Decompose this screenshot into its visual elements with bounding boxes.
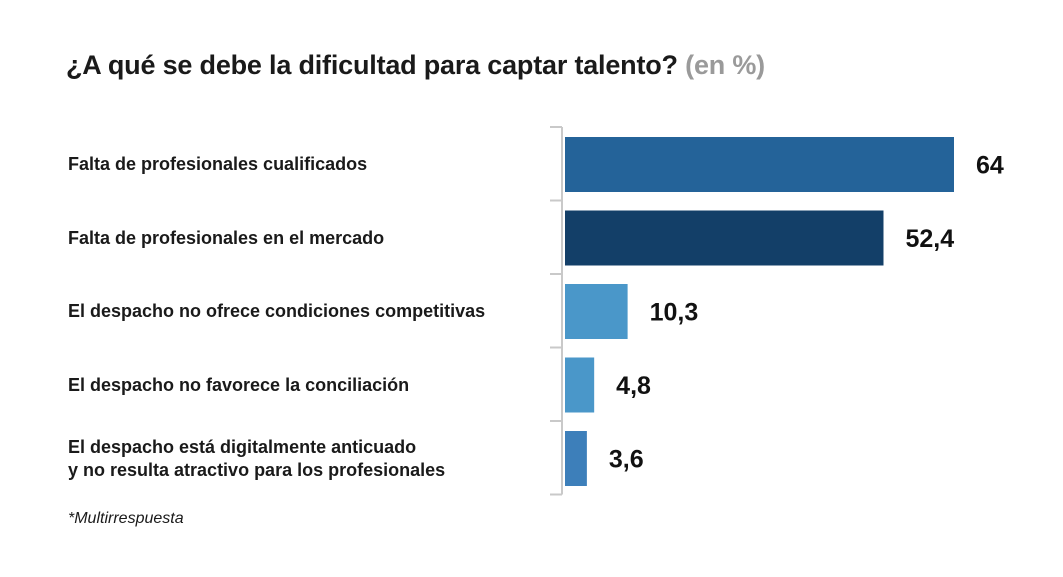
category-label-line: El despacho no favorece la conciliación: [68, 374, 410, 395]
category-label-line: Falta de profesionales cualificados: [68, 154, 368, 174]
category-label: El despacho no ofrece condiciones compet…: [68, 300, 485, 323]
data-label: 64: [976, 152, 1004, 180]
category-label-line: Falta de profesionales en el mercado: [68, 227, 385, 248]
category-label-line: El despacho está digitalmente anticuado: [68, 436, 417, 457]
bar: [565, 210, 884, 266]
chart-title: ¿A qué se debe la dificultad para captar…: [66, 50, 765, 81]
data-label: 52,4: [905, 225, 954, 253]
title-main: ¿A qué se debe la dificultad para captar…: [66, 50, 678, 80]
data-label: 3,6: [609, 446, 644, 474]
category-label: Falta de profesionales en el mercado: [68, 227, 384, 250]
category-label-line: y no resulta atractivo para los profesio…: [68, 459, 446, 480]
category-label-line: El despacho no ofrece condiciones compet…: [68, 301, 486, 321]
data-label: 4,8: [616, 372, 651, 400]
bar: [565, 357, 595, 413]
bar: [565, 137, 954, 192]
bar: [565, 431, 587, 486]
bar: [565, 284, 628, 339]
category-label: El despacho no favorece la conciliación: [68, 374, 409, 397]
data-label: 10,3: [650, 299, 699, 327]
category-label: El despacho está digitalmente anticuado y…: [68, 436, 445, 482]
title-unit: (en %): [685, 50, 765, 80]
footnote: *Multirrespuesta: [68, 510, 184, 527]
category-label: Falta de profesionales cualificados: [68, 153, 367, 176]
